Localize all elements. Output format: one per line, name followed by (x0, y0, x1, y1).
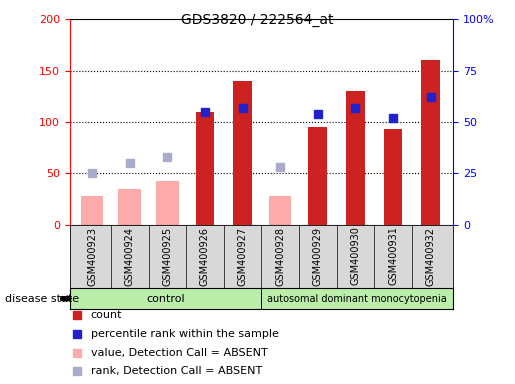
Text: GSM400931: GSM400931 (388, 227, 398, 285)
Text: GSM400926: GSM400926 (200, 227, 210, 286)
Text: GSM400925: GSM400925 (162, 227, 173, 286)
Bar (196, 112, 214, 225)
Bar (261, 288, 453, 309)
Bar (308, 127, 327, 225)
Text: rank, Detection Call = ABSENT: rank, Detection Call = ABSENT (91, 366, 262, 376)
Bar (156, 182, 179, 225)
Text: GSM400927: GSM400927 (237, 227, 248, 286)
Text: GSM400932: GSM400932 (425, 227, 436, 286)
Bar (118, 189, 141, 225)
Text: percentile rank within the sample: percentile rank within the sample (91, 329, 279, 339)
Text: GSM400924: GSM400924 (125, 227, 135, 286)
Bar (269, 196, 291, 225)
Text: autosomal dominant monocytopenia: autosomal dominant monocytopenia (267, 293, 447, 304)
Bar (384, 129, 402, 225)
Bar (346, 91, 365, 225)
Text: control: control (146, 293, 185, 304)
Text: value, Detection Call = ABSENT: value, Detection Call = ABSENT (91, 348, 267, 358)
Bar (70, 288, 261, 309)
Text: GSM400930: GSM400930 (350, 227, 360, 285)
Text: disease state: disease state (5, 293, 79, 304)
Text: GSM400929: GSM400929 (313, 227, 323, 286)
Text: GSM400928: GSM400928 (275, 227, 285, 286)
Text: count: count (91, 310, 122, 320)
Bar (81, 196, 104, 225)
Text: GSM400923: GSM400923 (87, 227, 97, 286)
Bar (233, 81, 252, 225)
Text: GDS3820 / 222564_at: GDS3820 / 222564_at (181, 13, 334, 27)
Bar (421, 60, 440, 225)
